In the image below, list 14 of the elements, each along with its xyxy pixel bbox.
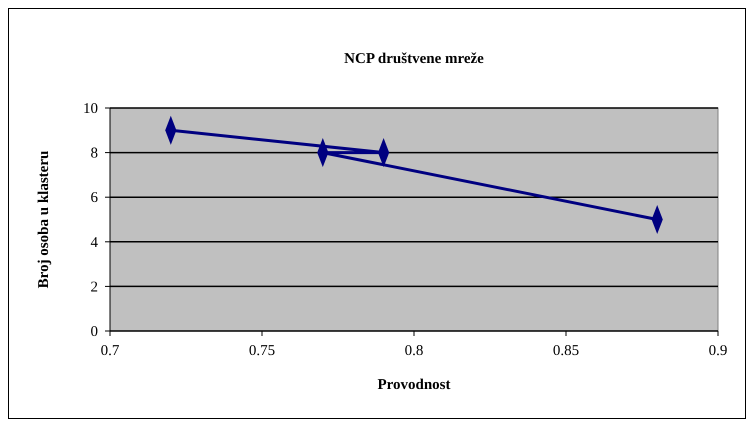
x-tick-label: 0.75	[248, 343, 276, 359]
y-tick-label: 2	[90, 279, 98, 296]
y-tick-label: 6	[90, 190, 98, 206]
x-tick-label: 0.85	[552, 343, 580, 359]
x-tick-label: 0.8	[404, 343, 424, 359]
y-tick-label: 10	[83, 101, 98, 117]
x-axis-title: Provodnost	[377, 377, 451, 393]
x-tick-label: 0.7	[100, 343, 120, 359]
chart-title: NCP društvene mreže	[344, 51, 484, 67]
y-tick-label: 4	[90, 234, 98, 251]
y-tick-label: 0	[90, 324, 98, 340]
x-tick-label: 0.9	[708, 343, 728, 359]
y-tick-label: 8	[90, 146, 98, 162]
y-axis-title: Broj osoba u klasteru	[36, 150, 52, 288]
